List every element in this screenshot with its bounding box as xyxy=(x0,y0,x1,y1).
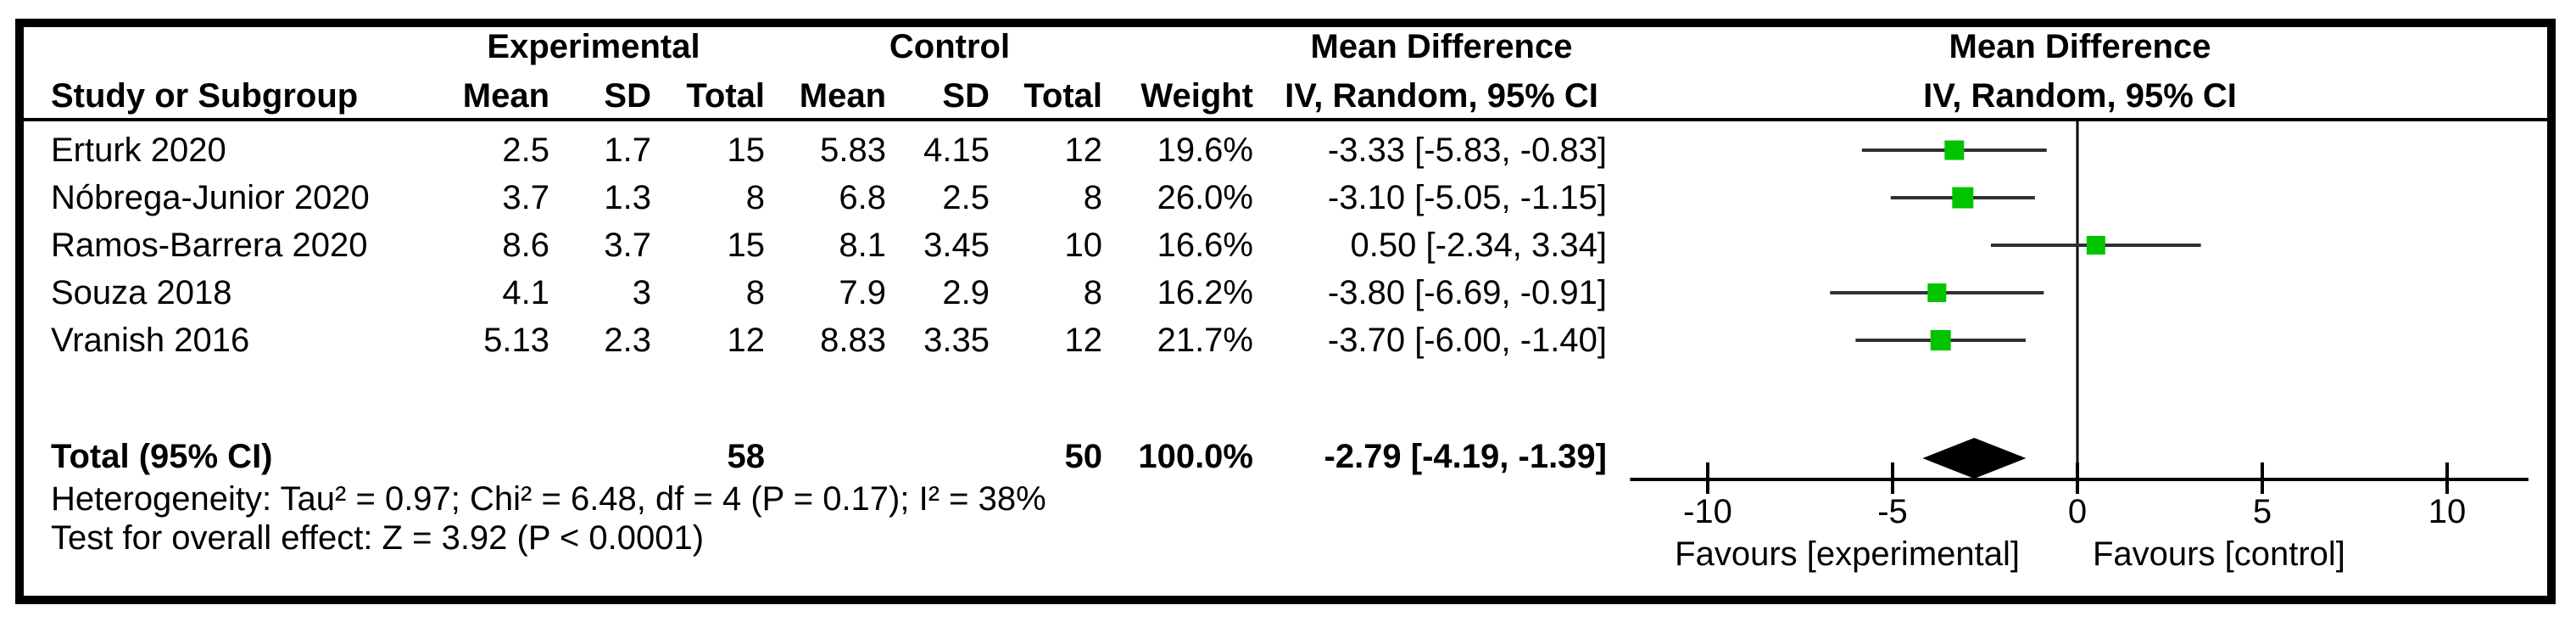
exp-mean-value: 8.6 xyxy=(502,227,549,264)
mean-difference-text-header: Mean Difference xyxy=(1310,28,1573,65)
pooled-diamond xyxy=(1922,438,2027,479)
total-exp-n: 58 xyxy=(727,438,766,475)
exp-total-column-header: Total xyxy=(686,77,765,115)
ci-value: -3.80 [-6.69, -0.91] xyxy=(1327,274,1607,311)
ctrl-total-value: 8 xyxy=(1083,179,1102,216)
ci-column-header: IV, Random, 95% CI xyxy=(1285,77,1598,115)
effect-marker xyxy=(1952,187,1974,209)
ctrl-mean-value: 6.8 xyxy=(839,179,886,216)
effect-marker xyxy=(1927,283,1947,302)
exp-total-value: 15 xyxy=(727,227,766,264)
total-ci-value: -2.79 [-4.19, -1.39] xyxy=(1324,438,1608,475)
ci-graph-column-header: IV, Random, 95% CI xyxy=(1923,77,2237,115)
ctrl-mean-value: 7.9 xyxy=(839,274,886,311)
exp-sd-value: 2.3 xyxy=(604,322,651,359)
x-axis-tick-label: 5 xyxy=(2253,493,2272,530)
table-row: Vranish 2016 5.13 2.3 12 8.83 3.35 12 21… xyxy=(0,317,2576,364)
study-label: Erturk 2020 xyxy=(51,132,226,169)
total-label: Total (95% CI) xyxy=(51,438,273,475)
exp-mean-value: 3.7 xyxy=(502,179,549,216)
x-axis-tick-label: 0 xyxy=(2068,493,2087,530)
exp-total-value: 8 xyxy=(745,274,765,311)
ci-value: -3.70 [-6.00, -1.40] xyxy=(1327,322,1607,359)
exp-total-value: 8 xyxy=(745,179,765,216)
x-axis-tick-label: -5 xyxy=(1877,493,1908,530)
table-frame xyxy=(15,19,2556,604)
ctrl-total-value: 10 xyxy=(1064,227,1103,264)
effect-marker xyxy=(2086,236,2105,255)
effect-marker xyxy=(1944,140,1965,160)
x-axis-tick-label: 10 xyxy=(2428,493,2467,530)
experimental-group-header: Experimental xyxy=(487,28,700,65)
exp-mean-value: 5.13 xyxy=(483,322,549,359)
exp-total-value: 15 xyxy=(727,132,766,169)
ci-value: -3.10 [-5.05, -1.15] xyxy=(1327,179,1607,216)
total-weight: 100.0% xyxy=(1138,438,1253,475)
favours-experimental-label: Favours [experimental] xyxy=(1675,535,2020,573)
ctrl-mean-value: 8.83 xyxy=(820,322,886,359)
heterogeneity-text: Heterogeneity: Tau² = 0.97; Chi² = 6.48,… xyxy=(51,480,1046,518)
study-label: Ramos-Barrera 2020 xyxy=(51,227,368,264)
group-header-row: Experimental Control Mean Difference Mea… xyxy=(0,23,2576,70)
overall-effect-text: Test for overall effect: Z = 3.92 (P < 0… xyxy=(51,519,705,557)
study-label: Vranish 2016 xyxy=(51,322,250,359)
ctrl-sd-value: 4.15 xyxy=(923,132,990,169)
total-row: Total (95% CI) 58 50 100.0% -2.79 [-4.19… xyxy=(0,433,2576,480)
exp-sd-value: 1.3 xyxy=(604,179,651,216)
ctrl-mean-value: 8.1 xyxy=(839,227,886,264)
ci-value: 0.50 [-2.34, 3.34] xyxy=(1350,227,1607,264)
exp-mean-column-header: Mean xyxy=(462,77,549,115)
weight-column-header: Weight xyxy=(1140,77,1253,115)
study-column-header: Study or Subgroup xyxy=(51,77,359,115)
favours-control-label: Favours [control] xyxy=(2093,535,2345,573)
study-label: Souza 2018 xyxy=(51,274,232,311)
weight-value: 21.7% xyxy=(1157,322,1253,359)
ci-value: -3.33 [-5.83, -0.83] xyxy=(1327,132,1607,169)
exp-total-value: 12 xyxy=(727,322,766,359)
mean-difference-graph-header: Mean Difference xyxy=(1949,28,2211,65)
ctrl-sd-value: 3.35 xyxy=(923,322,990,359)
ctrl-total-value: 8 xyxy=(1083,274,1102,311)
table-row: Erturk 2020 2.5 1.7 15 5.83 4.15 12 19.6… xyxy=(0,126,2576,174)
total-ctrl-n: 50 xyxy=(1064,438,1103,475)
study-label: Nóbrega-Junior 2020 xyxy=(51,179,370,216)
weight-value: 16.2% xyxy=(1157,274,1253,311)
exp-mean-value: 2.5 xyxy=(502,132,549,169)
control-group-header: Control xyxy=(889,28,1011,65)
weight-value: 19.6% xyxy=(1157,132,1253,169)
header-separator-line xyxy=(24,118,2547,121)
ctrl-mean-column-header: Mean xyxy=(799,77,886,115)
heterogeneity-row: Heterogeneity: Tau² = 0.97; Chi² = 6.48,… xyxy=(0,475,2576,523)
ctrl-total-column-header: Total xyxy=(1023,77,1102,115)
exp-sd-value: 1.7 xyxy=(604,132,651,169)
exp-sd-value: 3.7 xyxy=(604,227,651,264)
ctrl-sd-value: 2.5 xyxy=(942,179,990,216)
table-row: Souza 2018 4.1 3 8 7.9 2.9 8 16.2% -3.80… xyxy=(0,269,2576,317)
ctrl-total-value: 12 xyxy=(1064,322,1103,359)
effect-marker xyxy=(1930,330,1951,350)
table-row: Nóbrega-Junior 2020 3.7 1.3 8 6.8 2.5 8 … xyxy=(0,174,2576,221)
table-row: Ramos-Barrera 2020 8.6 3.7 15 8.1 3.45 1… xyxy=(0,221,2576,269)
ctrl-sd-value: 3.45 xyxy=(923,227,990,264)
column-header-row: Study or Subgroup Mean SD Total Mean SD … xyxy=(0,72,2576,120)
exp-mean-value: 4.1 xyxy=(502,274,549,311)
ctrl-sd-value: 2.9 xyxy=(942,274,990,311)
weight-value: 16.6% xyxy=(1157,227,1253,264)
ctrl-total-value: 12 xyxy=(1064,132,1103,169)
ctrl-mean-value: 5.83 xyxy=(820,132,886,169)
x-axis-tick-label: -10 xyxy=(1683,493,1732,530)
exp-sd-column-header: SD xyxy=(604,77,651,115)
weight-value: 26.0% xyxy=(1157,179,1253,216)
overall-effect-row: Test for overall effect: Z = 3.92 (P < 0… xyxy=(0,514,2576,562)
exp-sd-value: 3 xyxy=(632,274,651,311)
ctrl-sd-column-header: SD xyxy=(942,77,990,115)
